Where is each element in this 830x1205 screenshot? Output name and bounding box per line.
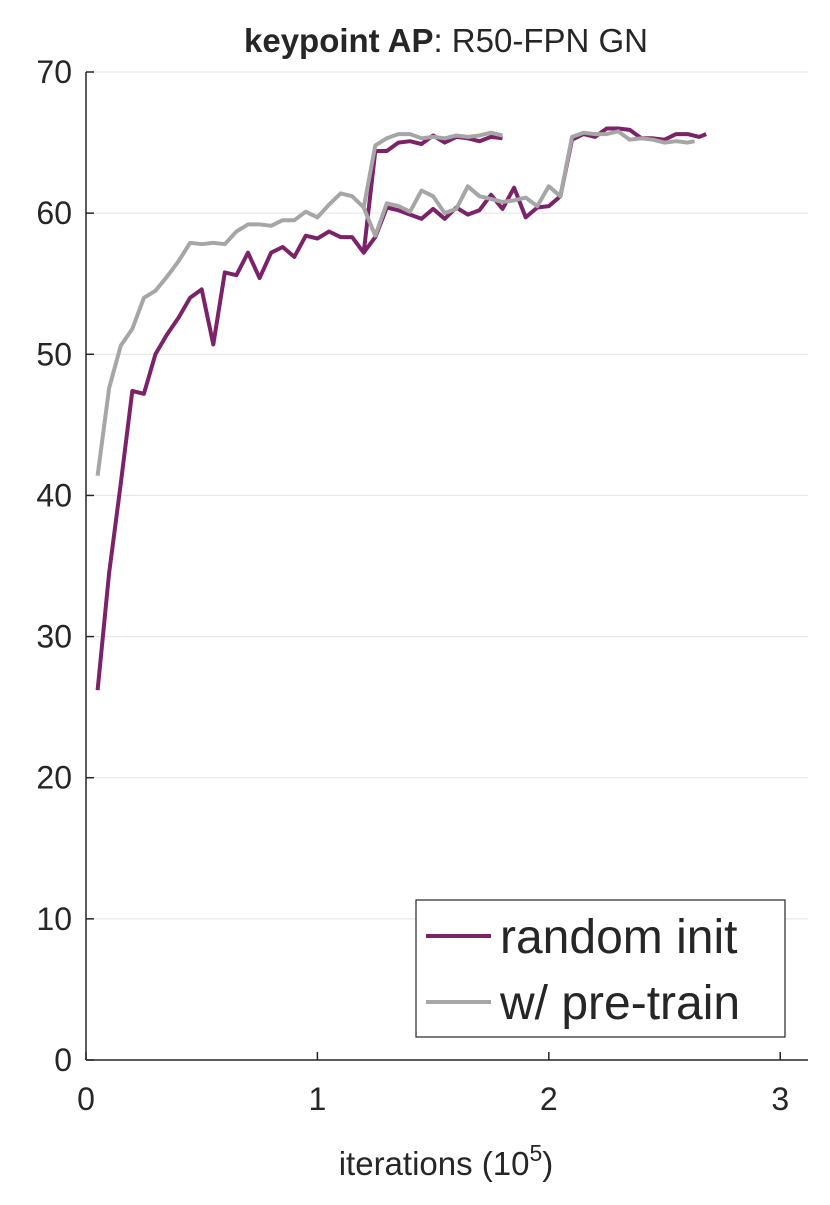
title-bold: keypoint AP (244, 22, 433, 59)
y-tick-label: 0 (54, 1042, 72, 1078)
x-axis-label: iterations (105) (339, 1140, 554, 1182)
y-tick-label: 40 (36, 477, 72, 513)
x-label-text: iterations (10 (339, 1145, 530, 1182)
title-rest: : R50-FPN GN (433, 22, 648, 59)
y-tick-label: 60 (36, 195, 72, 231)
x-tick-label: 2 (540, 1081, 558, 1117)
y-tick-label: 20 (36, 760, 72, 796)
y-tick-label: 50 (36, 336, 72, 372)
x-tick-label: 3 (771, 1081, 789, 1117)
legend-label: w/ pre-train (499, 977, 740, 1030)
data-line (95, 129, 695, 476)
x-tick-label: 1 (309, 1081, 327, 1117)
legend-box (415, 899, 786, 1038)
chart-title: keypoint AP: R50-FPN GN (244, 22, 648, 59)
legend-label: random init (500, 911, 737, 964)
y-tick-label: 30 (36, 619, 72, 655)
x-label-end: ) (542, 1145, 553, 1182)
x-label-exponent: 5 (529, 1140, 542, 1166)
y-tick-label: 70 (36, 54, 72, 90)
x-tick-label: 0 (77, 1081, 95, 1117)
y-tick-label: 10 (36, 901, 72, 937)
